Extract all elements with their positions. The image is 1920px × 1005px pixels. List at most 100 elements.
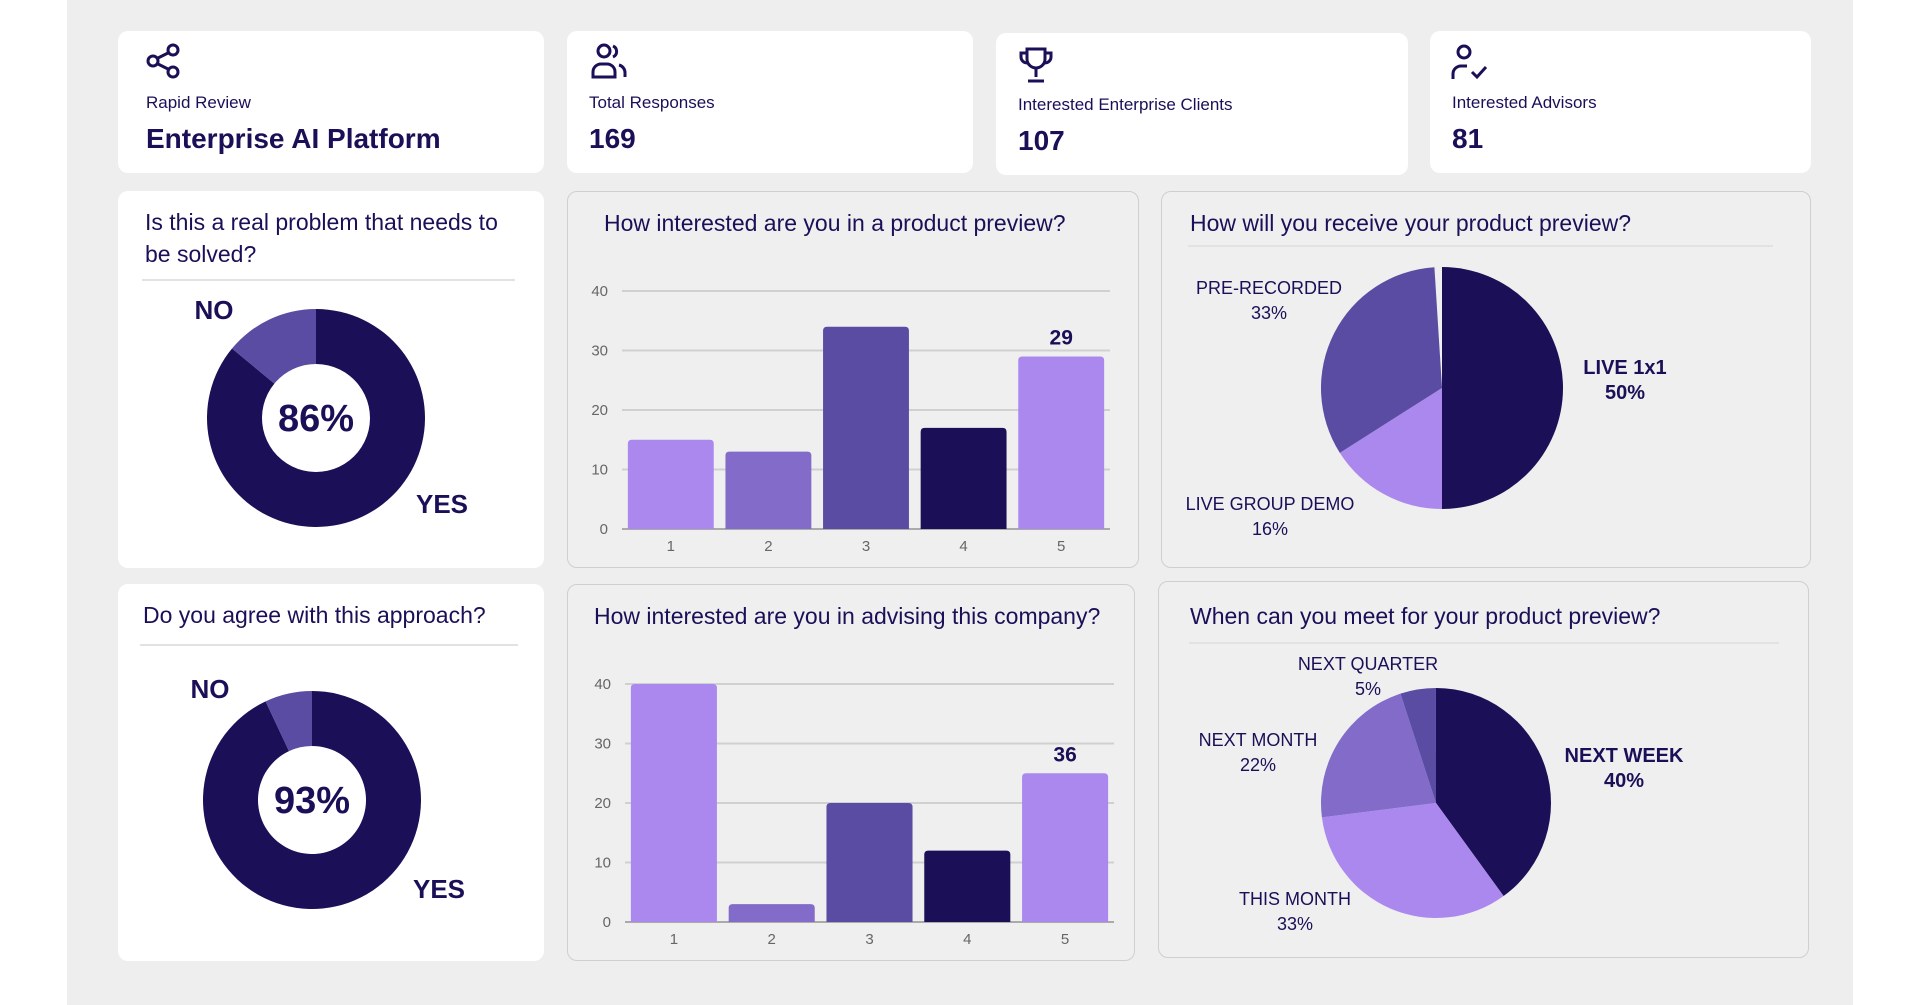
donut-slice-no xyxy=(232,309,316,384)
stat-value: 169 xyxy=(589,123,636,154)
pie-pct: 40% xyxy=(1604,770,1644,792)
chart-svg: 86% YES NO xyxy=(195,295,468,527)
chart-title: How interested are you in a product prev… xyxy=(604,210,1066,236)
x-tick-label: 3 xyxy=(865,931,873,948)
pie-label: LIVE 1x1 xyxy=(1583,357,1666,379)
pie-pct: 33% xyxy=(1277,914,1313,934)
stat-card-enterprise-clients: Interested Enterprise Clients 107 xyxy=(996,33,1408,175)
y-tick-label: 10 xyxy=(594,855,611,872)
chart-title: How interested are you in advising this … xyxy=(594,603,1101,629)
bar-2 xyxy=(728,904,815,922)
stat-value: 107 xyxy=(1018,125,1065,156)
donut-label-no: NO xyxy=(195,295,234,325)
x-tick-label: 1 xyxy=(667,538,675,555)
x-tick-label: 2 xyxy=(768,931,776,948)
donut-label-yes: YES xyxy=(413,874,465,904)
stat-value: 81 xyxy=(1452,123,1484,154)
pie-slice xyxy=(1321,267,1442,453)
x-tick-label: 4 xyxy=(963,931,971,948)
pie-slice xyxy=(1321,693,1436,818)
bar-3 xyxy=(823,326,909,529)
chart-svg: NEXT WEEK 40% THIS MONTH 33% NEXT MONTH 22% NE… xyxy=(1199,654,1684,934)
divider xyxy=(142,279,515,281)
pie-slice xyxy=(1436,688,1551,897)
users-icon xyxy=(591,43,627,79)
stat-label: Total Responses xyxy=(589,93,715,112)
donut-card-agree-approach: Do you agree with this approach? 93% YES N… xyxy=(118,584,544,961)
pie-label: PRE-RECORDED xyxy=(1196,278,1342,298)
chart-svg: 93% YES NO xyxy=(191,674,465,909)
x-tick-label: 5 xyxy=(1061,931,1069,948)
bar-data-label: 29 xyxy=(1050,326,1073,349)
y-tick-label: 40 xyxy=(591,283,608,300)
pie-slice xyxy=(1339,388,1442,509)
donut-slice-no xyxy=(265,691,312,752)
stat-label: Interested Advisors xyxy=(1452,93,1597,112)
chart-svg: 0 10 20 30 40 1 2 3 4 5 36 xyxy=(594,676,1114,948)
bar-4 xyxy=(924,850,1011,922)
x-tick-label: 1 xyxy=(670,931,678,948)
stat-label: Interested Enterprise Clients xyxy=(1018,95,1233,114)
y-tick-label: 0 xyxy=(603,914,611,931)
bar-data-label: 36 xyxy=(1053,743,1076,766)
x-tick-label: 2 xyxy=(764,538,772,555)
divider xyxy=(140,644,518,646)
pie-slice xyxy=(1321,803,1504,918)
pie-label: NEXT QUARTER xyxy=(1298,654,1438,674)
pie-slice xyxy=(1442,267,1563,509)
pie-pct: 33% xyxy=(1251,303,1287,323)
donut-center-label: 86% xyxy=(278,398,354,440)
donut-slice-yes xyxy=(207,309,425,527)
bar-3 xyxy=(826,803,913,922)
pie-pct: 50% xyxy=(1605,382,1645,404)
divider xyxy=(1188,245,1773,247)
bar-4 xyxy=(920,427,1007,529)
pie-label: NEXT WEEK xyxy=(1565,745,1684,767)
stat-card-advisors: Interested Advisors 81 xyxy=(1430,31,1811,173)
question-title: Is this a real problem that needs to be … xyxy=(145,209,498,267)
bar-5 xyxy=(1022,773,1109,922)
pie-card-receive-preview: How will you receive your product previe… xyxy=(1161,191,1811,568)
pie-slice xyxy=(1400,688,1436,803)
pie-card-meeting-time: When can you meet for your product previ… xyxy=(1158,581,1809,958)
donut-slice-yes xyxy=(202,691,421,909)
bar-card-advising: How interested are you in advising this … xyxy=(567,584,1135,961)
pie-pct: 16% xyxy=(1252,519,1288,539)
bar-1 xyxy=(630,684,717,922)
pie-label: THIS MONTH xyxy=(1239,889,1351,909)
trophy-icon xyxy=(1019,47,1053,83)
bar-2 xyxy=(725,451,812,529)
bar-5 xyxy=(1018,356,1105,529)
pie-label: LIVE GROUP DEMO xyxy=(1186,494,1355,514)
y-tick-label: 20 xyxy=(591,402,608,419)
donut-card-real-problem: Is this a real problem that needs to be … xyxy=(118,191,544,568)
share-icon xyxy=(146,43,180,79)
x-tick-label: 3 xyxy=(862,538,870,555)
y-tick-label: 30 xyxy=(591,343,608,360)
user-check-icon xyxy=(1451,44,1488,80)
y-tick-label: 10 xyxy=(591,462,608,479)
bar-card-product-preview: How interested are you in a product prev… xyxy=(567,191,1139,568)
pie-pct: 22% xyxy=(1240,755,1276,775)
stat-card-total-responses: Total Responses 169 xyxy=(567,31,973,173)
x-tick-label: 5 xyxy=(1057,538,1065,555)
divider xyxy=(1189,642,1779,644)
donut-center-label: 93% xyxy=(274,780,350,822)
chart-svg: LIVE 1x1 50% LIVE GROUP DEMO 16% PRE-RECORDE… xyxy=(1186,267,1667,539)
chart-title: When can you meet for your product previ… xyxy=(1190,603,1661,629)
pie-pct: 5% xyxy=(1355,679,1381,699)
question-title: Do you agree with this approach? xyxy=(143,602,486,628)
stat-value: Enterprise AI Platform xyxy=(146,123,441,154)
chart-svg: 0 10 20 30 40 1 2 3 4 5 29 xyxy=(591,283,1110,555)
stat-label: Rapid Review xyxy=(146,93,251,112)
pie-label: NEXT MONTH xyxy=(1199,730,1318,750)
donut-label-yes: YES xyxy=(416,489,468,519)
x-tick-label: 4 xyxy=(959,538,967,555)
y-tick-label: 0 xyxy=(600,521,608,538)
chart-title: How will you receive your product previe… xyxy=(1190,210,1632,236)
y-tick-label: 40 xyxy=(594,676,611,693)
bar-1 xyxy=(627,439,714,529)
donut-label-no: NO xyxy=(191,674,230,704)
y-tick-label: 20 xyxy=(594,795,611,812)
y-tick-label: 30 xyxy=(594,736,611,753)
